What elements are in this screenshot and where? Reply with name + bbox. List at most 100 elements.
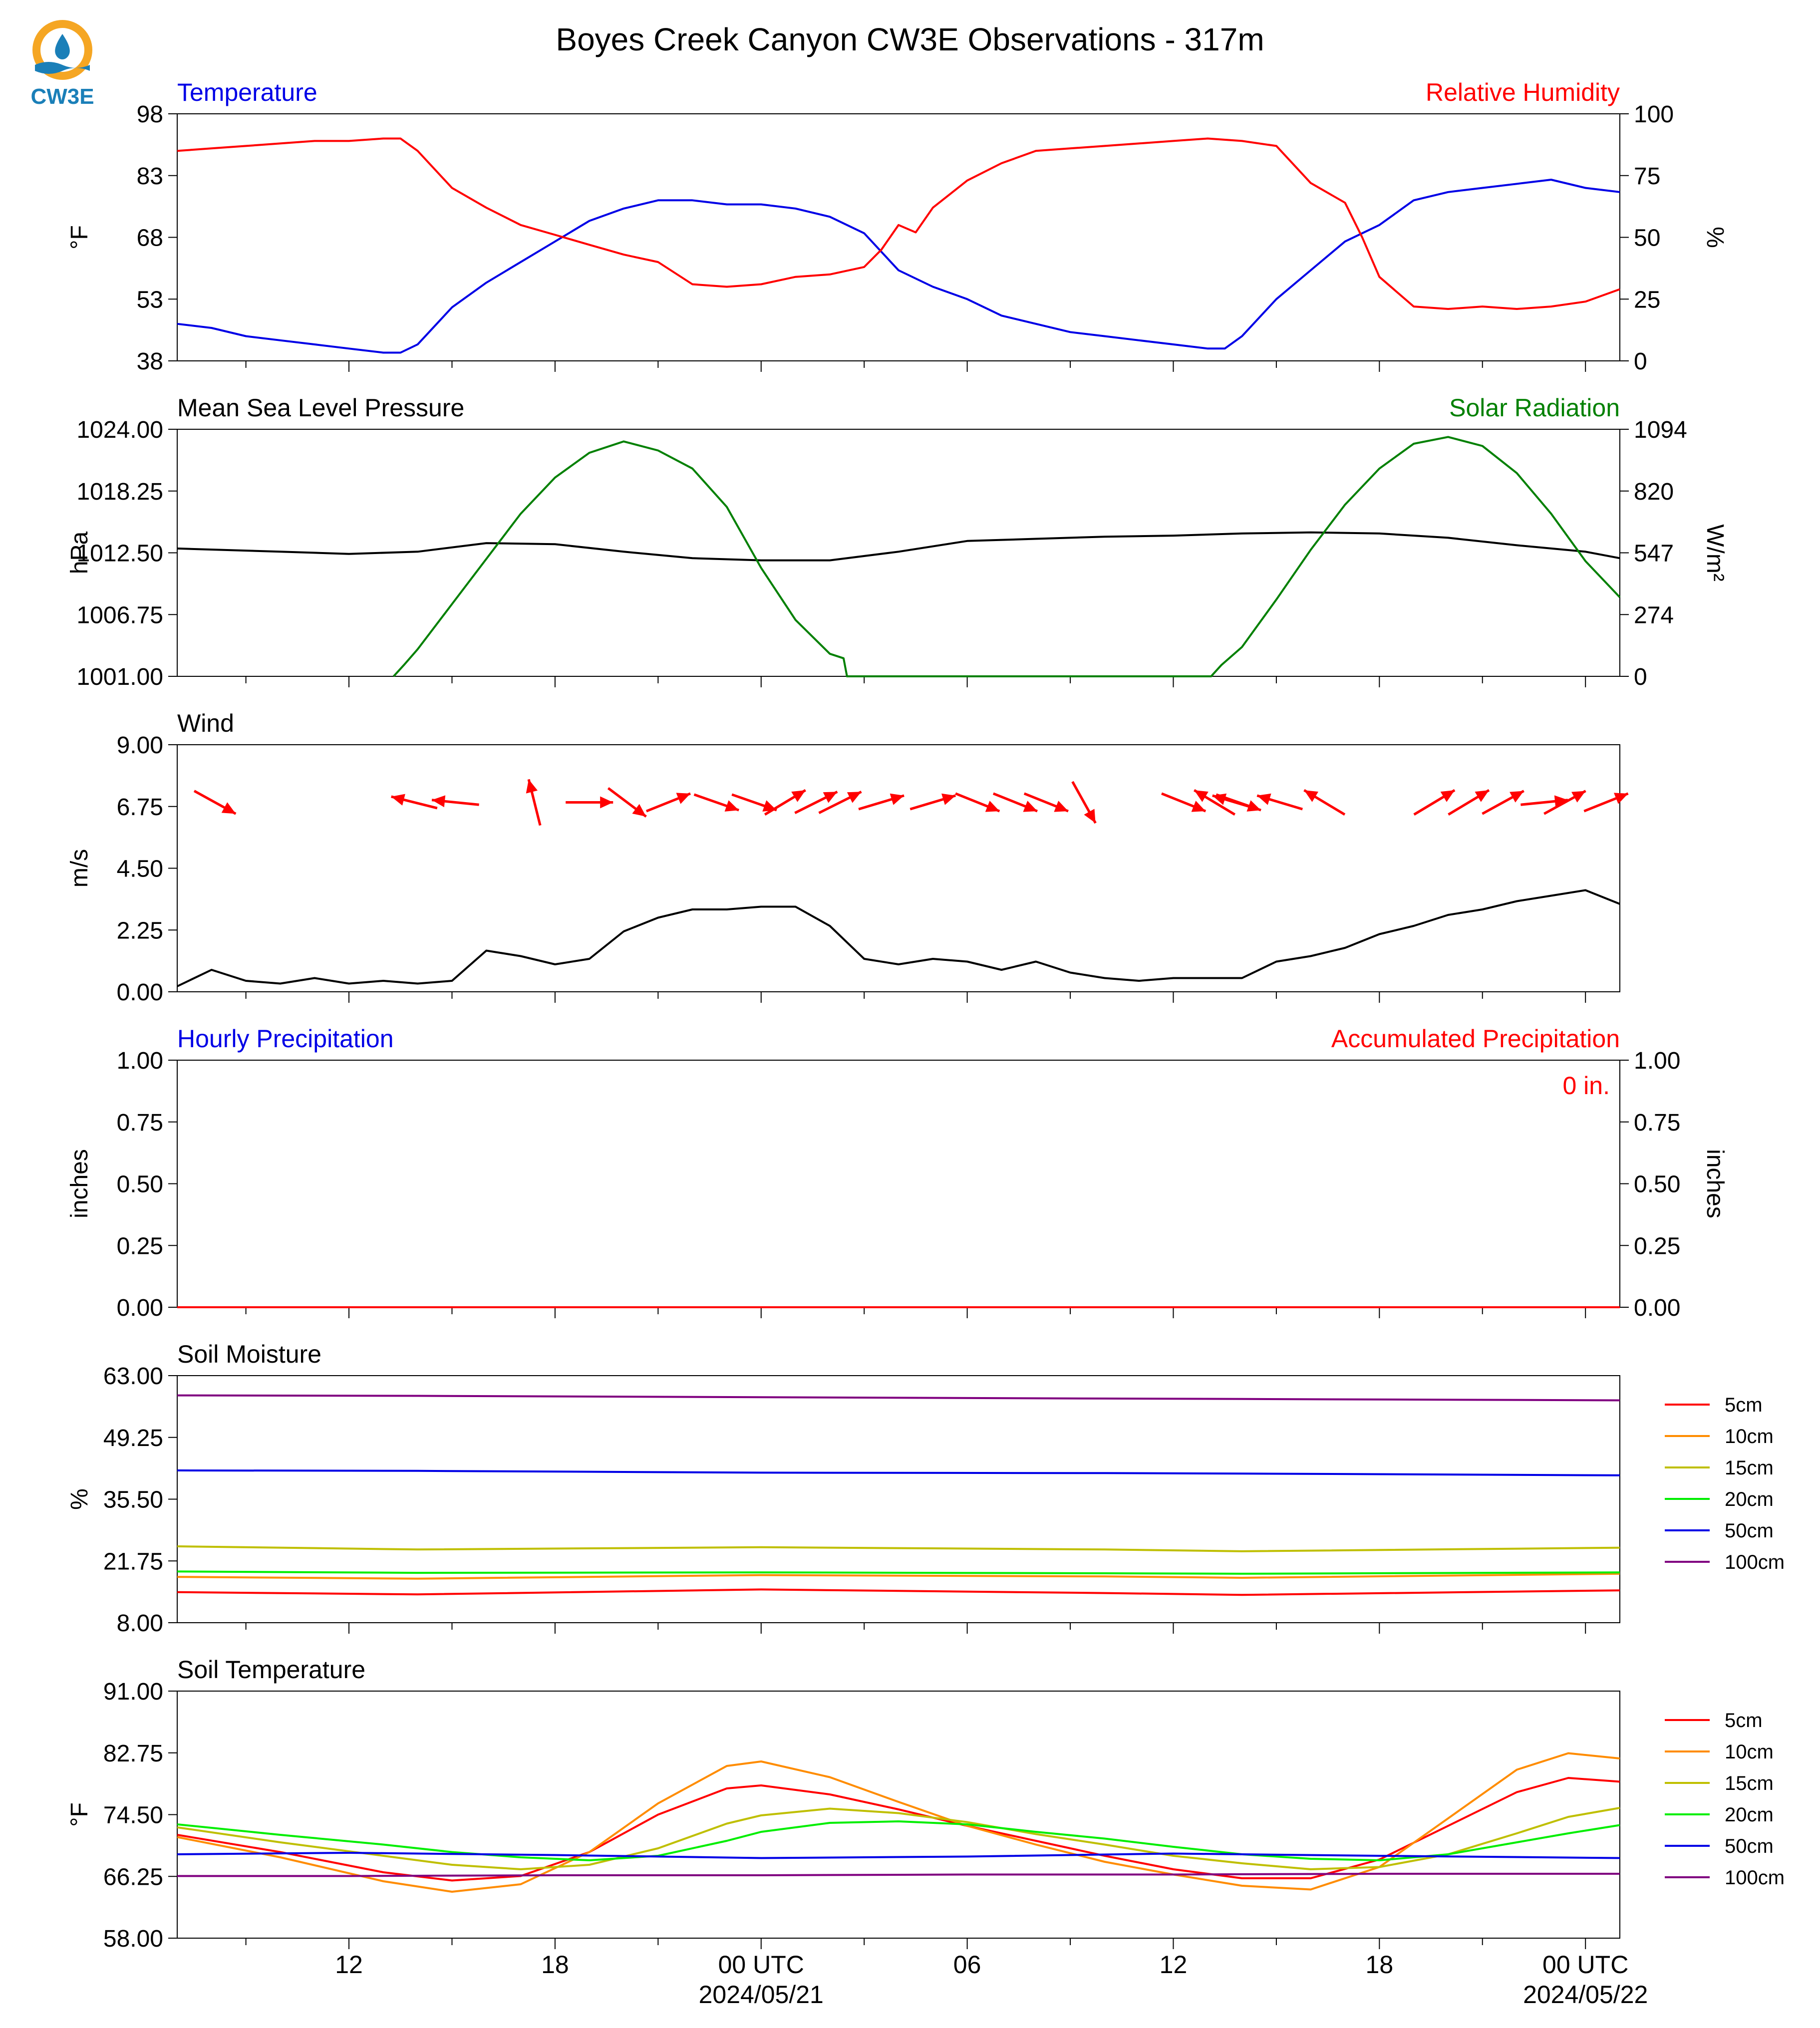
wind-vector [992, 792, 1038, 813]
wind-vector [1212, 793, 1258, 811]
cw3e-logo-icon: CW3E [30, 20, 94, 109]
wind-vector [1023, 792, 1069, 813]
series-line-100cm [177, 1394, 1620, 1402]
wind-vector-head [847, 792, 862, 803]
y-tick-label-left: 0.00 [117, 979, 163, 1006]
wind-vector-head [1257, 793, 1271, 805]
x-tick-label: 12 [335, 1951, 363, 1979]
legend-entry: 5cm [1725, 1394, 1763, 1416]
y-tick-label-left: 66.25 [103, 1864, 163, 1890]
plot-frame [177, 1060, 1620, 1308]
wind-vector-head [432, 795, 446, 808]
wind-vector-head [985, 801, 1000, 812]
wind-vector [858, 793, 905, 811]
y-tick-label-left: 0.50 [117, 1171, 163, 1198]
wind-vector-head [1614, 793, 1628, 804]
logo-wave-icon [35, 62, 90, 74]
y-tick-label-left: 35.50 [103, 1487, 163, 1513]
y-tick-label-right: 0.25 [1634, 1233, 1680, 1259]
y-axis-label-left: % [66, 1488, 93, 1510]
y-tick-label-left: 1001.00 [76, 664, 163, 690]
series-line-wind [177, 889, 1620, 987]
legend-entry: 15cm [1725, 1457, 1774, 1479]
y-tick-label-left: 0.25 [117, 1233, 163, 1259]
panel-title-left: Temperature [177, 78, 317, 106]
wind-vector [1071, 781, 1097, 824]
wind-vector [607, 787, 647, 818]
y-tick-label-left: 82.75 [103, 1740, 163, 1767]
logo-text: CW3E [30, 84, 94, 109]
wind-vector-head [791, 790, 806, 802]
series-line-15cm [177, 1545, 1620, 1552]
panel-title-right: Accumulated Precipitation [1331, 1025, 1620, 1053]
wind-vector-head [1212, 793, 1227, 805]
y-tick-label-left: 6.75 [117, 794, 163, 821]
y-axis-label-left: m/s [66, 849, 93, 887]
y-tick-label-left: 2.25 [117, 917, 163, 944]
y-tick-label-left: 53 [137, 287, 163, 313]
wind-vector-head [391, 794, 405, 806]
y-tick-label-left: 38 [137, 348, 163, 375]
y-tick-label-left: 63.00 [103, 1363, 163, 1390]
x-tick-label: 00 UTC [718, 1951, 804, 1979]
legend-entry: 10cm [1725, 1741, 1774, 1763]
y-tick-label-left: 91.00 [103, 1679, 163, 1705]
wind-vector-head [890, 793, 905, 805]
y-tick-label-right: 100 [1634, 101, 1674, 128]
panel-title-left: Hourly Precipitation [177, 1025, 394, 1053]
y-tick-label-left: 1018.25 [76, 479, 163, 505]
y-axis-label-right: inches [1702, 1149, 1728, 1218]
y-tick-label-left: 1006.75 [76, 602, 163, 628]
y-tick-label-left: 49.25 [103, 1425, 163, 1451]
wind-vector-head [526, 779, 538, 794]
plot-frame [177, 113, 1620, 361]
wind-vector-head [1084, 809, 1096, 823]
x-tick-label: 00 UTC [1542, 1951, 1628, 1979]
series-line-50cm [177, 1469, 1620, 1476]
panel-title-left: Wind [177, 709, 234, 737]
chart-panel-5: 63.00 49.25 35.50 21.75 8.00% Soil Moisture 5c… [66, 1340, 1785, 1637]
legend-entry: 20cm [1725, 1804, 1774, 1826]
panel-title-right: Relative Humidity [1426, 78, 1620, 106]
series-line-relative-humidity [177, 137, 1620, 310]
x-tick-label: 12 [1160, 1951, 1188, 1979]
wind-vector-head [823, 792, 838, 803]
plot-frame [177, 744, 1620, 992]
wind-vector [818, 791, 862, 814]
y-tick-label-left: 74.50 [103, 1802, 163, 1829]
series-line-20cm [177, 1820, 1620, 1861]
y-axis-label-left: hPa [66, 531, 93, 574]
chart-panel-1: 98 83 68 53 38 °F 100 75 50 25 0% Temperature Relati… [66, 78, 1728, 375]
wind-vector [1520, 795, 1568, 808]
x-tick-label: 18 [541, 1951, 569, 1979]
y-tick-label-left: 83 [137, 163, 163, 190]
panel-title-left: Soil Temperature [177, 1656, 365, 1684]
y-tick-label-left: 1012.50 [76, 541, 163, 567]
wind-vector [1413, 789, 1456, 816]
y-axis-label-left: °F [66, 225, 93, 250]
wind-vector [764, 789, 806, 816]
y-tick-label-left: 21.75 [103, 1548, 163, 1575]
wind-vector [1543, 790, 1586, 815]
y-tick-label-left: 1.00 [117, 1048, 163, 1074]
legend-entry: 100cm [1725, 1551, 1785, 1573]
plot-frame [177, 1691, 1620, 1939]
y-tick-label-right: 50 [1634, 225, 1660, 252]
panel-title-left: Mean Sea Level Pressure [177, 394, 464, 422]
y-tick-label-left: 8.00 [117, 1610, 163, 1637]
chart-panel-2: 1024.00 1018.25 1012.50 1006.75 1001.00 hPa 10… [66, 394, 1728, 690]
y-tick-label-right: 0 [1634, 348, 1647, 375]
wind-vector [526, 779, 542, 826]
wind-vector [193, 790, 237, 815]
series-line-5cm [177, 1777, 1620, 1882]
wind-vector-head [1475, 790, 1489, 802]
y-tick-label-right: 0.50 [1634, 1171, 1680, 1198]
wind-vector [431, 795, 479, 808]
plot-frame [177, 1375, 1620, 1623]
panel-title-left: Soil Moisture [177, 1340, 321, 1368]
wind-vector-head [1571, 791, 1586, 803]
chart-panel-3: 9.00 6.75 4.50 2.25 0.00 m/s Wind [66, 709, 1629, 1006]
series-line-50cm [177, 1852, 1620, 1859]
wind-vector [693, 793, 739, 812]
